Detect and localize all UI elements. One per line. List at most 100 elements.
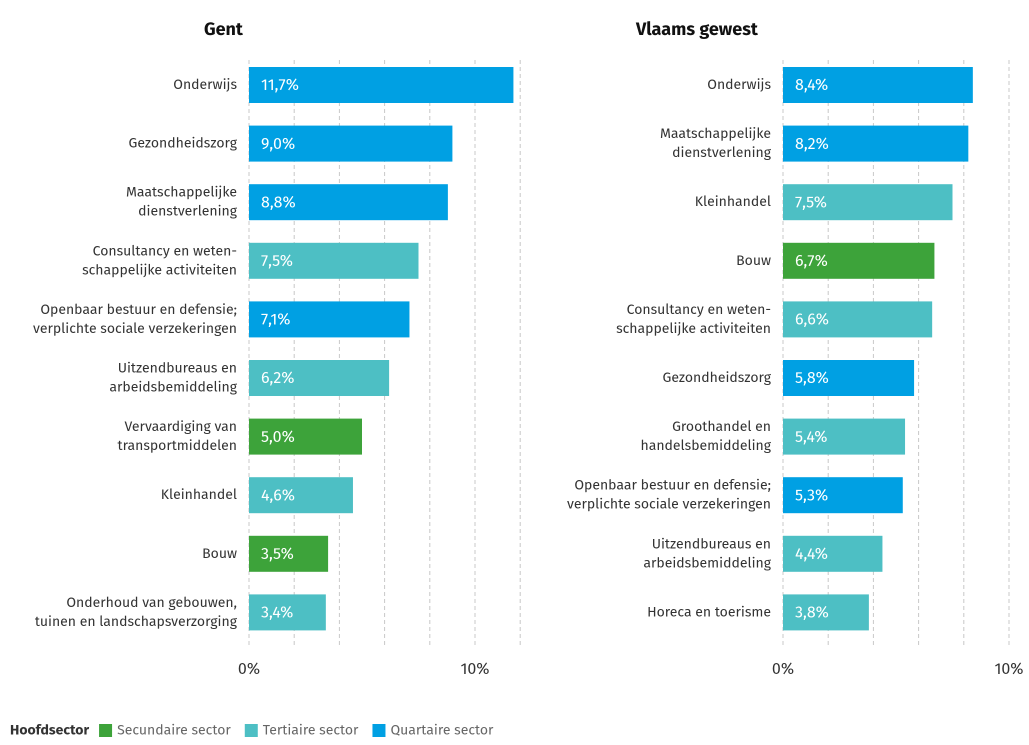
category-line: handelsbemiddeling bbox=[641, 437, 772, 454]
category-line: Uitzendbureaus en bbox=[652, 535, 771, 552]
category-label: Openbaar bestuur en defensie; verplichte … bbox=[33, 301, 237, 337]
category-label: Gezondheidszorg bbox=[129, 134, 238, 151]
category-label: Gezondheidszorg bbox=[663, 369, 772, 386]
bar bbox=[249, 242, 419, 279]
value-label: 9,0% bbox=[261, 135, 295, 154]
value-label: 7,5% bbox=[795, 193, 827, 212]
category-line: Kleinhandel bbox=[695, 193, 771, 210]
bar bbox=[783, 67, 973, 103]
category-label: Maatschappelijke dienstverlening bbox=[660, 125, 772, 161]
bar bbox=[249, 184, 448, 221]
legend-label: Secundaire sector bbox=[117, 722, 231, 739]
value-label: 5,0% bbox=[261, 428, 295, 447]
category-label: Maatschappelijke dienstverlening bbox=[126, 183, 238, 219]
value-label: 4,6% bbox=[261, 486, 295, 505]
x-tick-label: 10% bbox=[994, 660, 1023, 679]
category-line: Onderhoud van gebouwen, bbox=[66, 594, 237, 611]
value-label: 5,4% bbox=[795, 428, 827, 447]
chart-title: Gent bbox=[204, 18, 244, 40]
x-tick-label: 0% bbox=[238, 660, 260, 679]
category-line: Onderwijs bbox=[707, 76, 771, 93]
category-line: Openbaar bestuur en defensie; bbox=[574, 476, 771, 493]
category-line: Kleinhandel bbox=[161, 486, 237, 503]
bar bbox=[783, 535, 883, 572]
chart-title: Vlaams gewest bbox=[635, 18, 759, 40]
category-line: Gezondheidszorg bbox=[663, 369, 772, 386]
category-line: Horeca en toerisme bbox=[647, 603, 771, 620]
bar bbox=[249, 125, 453, 162]
category-label: Groothandel en handelsbemiddeling bbox=[641, 418, 772, 454]
bar bbox=[783, 360, 915, 396]
category-line: Maatschappelijke bbox=[660, 125, 771, 142]
category-line: Gezondheidszorg bbox=[129, 134, 238, 151]
legend-swatch bbox=[372, 724, 386, 737]
category-line: Consultancy en weten- bbox=[93, 242, 237, 259]
category-line: verplichte sociale verzekeringen bbox=[567, 495, 771, 512]
value-label: 3,8% bbox=[795, 604, 829, 623]
category-label: Onderhoud van gebouwen, tuinen en landsch… bbox=[35, 594, 238, 630]
category-label: Consultancy en weten-schappelijke activi… bbox=[616, 301, 771, 337]
bar bbox=[783, 477, 903, 514]
bar bbox=[783, 418, 906, 455]
category-label: Bouw bbox=[736, 251, 771, 268]
category-label: Horeca en toerisme bbox=[647, 603, 771, 620]
x-tick-label: 10% bbox=[460, 660, 489, 679]
category-label: Kleinhandel bbox=[161, 486, 237, 503]
category-line: transportmiddelen bbox=[118, 437, 237, 454]
bar bbox=[249, 535, 329, 572]
bar bbox=[249, 301, 410, 338]
bar bbox=[249, 360, 390, 396]
value-label: 3,5% bbox=[261, 545, 294, 564]
legend-label: Quartaire sector bbox=[390, 722, 494, 739]
value-label: 8,8% bbox=[261, 193, 296, 212]
category-label: Bouw bbox=[202, 544, 237, 561]
value-label: 8,2% bbox=[795, 135, 829, 154]
value-label: 6,2% bbox=[261, 369, 295, 388]
bar bbox=[783, 184, 953, 221]
category-line: Onderwijs bbox=[173, 76, 237, 93]
category-line: arbeidsbemiddeling bbox=[643, 554, 771, 571]
category-line: Uitzendbureaus en bbox=[118, 359, 237, 376]
bar bbox=[783, 125, 969, 162]
bar bbox=[249, 418, 362, 455]
category-line: tuinen en landschapsverzorging bbox=[35, 613, 238, 630]
category-line: Maatschappelijke bbox=[126, 183, 237, 200]
category-line: Openbaar bestuur en defensie; bbox=[40, 301, 237, 318]
value-label: 5,3% bbox=[795, 486, 828, 505]
category-label: Consultancy en weten-schappelijke activi… bbox=[82, 242, 237, 278]
bar bbox=[783, 594, 869, 631]
legend-title: Hoofdsector bbox=[10, 722, 89, 739]
bar bbox=[783, 242, 935, 279]
category-label: Openbaar bestuur en defensie; verplichte … bbox=[567, 476, 771, 512]
category-line: dienstverlening bbox=[672, 144, 772, 161]
value-label: 11,7% bbox=[261, 76, 299, 95]
bar bbox=[783, 301, 933, 338]
value-label: 6,6% bbox=[795, 311, 829, 330]
value-label: 3,4% bbox=[261, 604, 293, 623]
value-label: 7,5% bbox=[261, 252, 293, 271]
bar bbox=[249, 477, 353, 514]
category-line: schappelijke activiteiten bbox=[82, 261, 237, 278]
category-line: Consultancy en weten- bbox=[627, 301, 771, 318]
category-label: Onderwijs bbox=[173, 76, 237, 93]
category-line: Vervaardiging van bbox=[124, 418, 237, 435]
x-tick-label: 0% bbox=[772, 660, 794, 679]
category-line: schappelijke activiteiten bbox=[616, 320, 771, 337]
legend-label: Tertiaire sector bbox=[263, 722, 359, 739]
category-line: arbeidsbemiddeling bbox=[109, 378, 237, 395]
category-label: Uitzendbureaus en arbeidsbemiddeling bbox=[643, 535, 771, 571]
category-label: Vervaardiging van transportmiddelen bbox=[118, 418, 237, 454]
value-label: 4,4% bbox=[795, 545, 828, 564]
category-label: Uitzendbureaus en arbeidsbemiddeling bbox=[109, 359, 237, 395]
value-label: 5,8% bbox=[795, 369, 829, 388]
category-label: Kleinhandel bbox=[695, 193, 771, 210]
legend-swatch bbox=[244, 724, 258, 737]
category-line: Bouw bbox=[736, 251, 771, 268]
bar bbox=[249, 594, 326, 631]
legend-swatch bbox=[99, 724, 113, 737]
value-label: 6,7% bbox=[795, 252, 828, 271]
category-line: Groothandel en bbox=[672, 418, 771, 435]
value-label: 8,4% bbox=[795, 76, 828, 95]
category-label: Onderwijs bbox=[707, 76, 771, 93]
